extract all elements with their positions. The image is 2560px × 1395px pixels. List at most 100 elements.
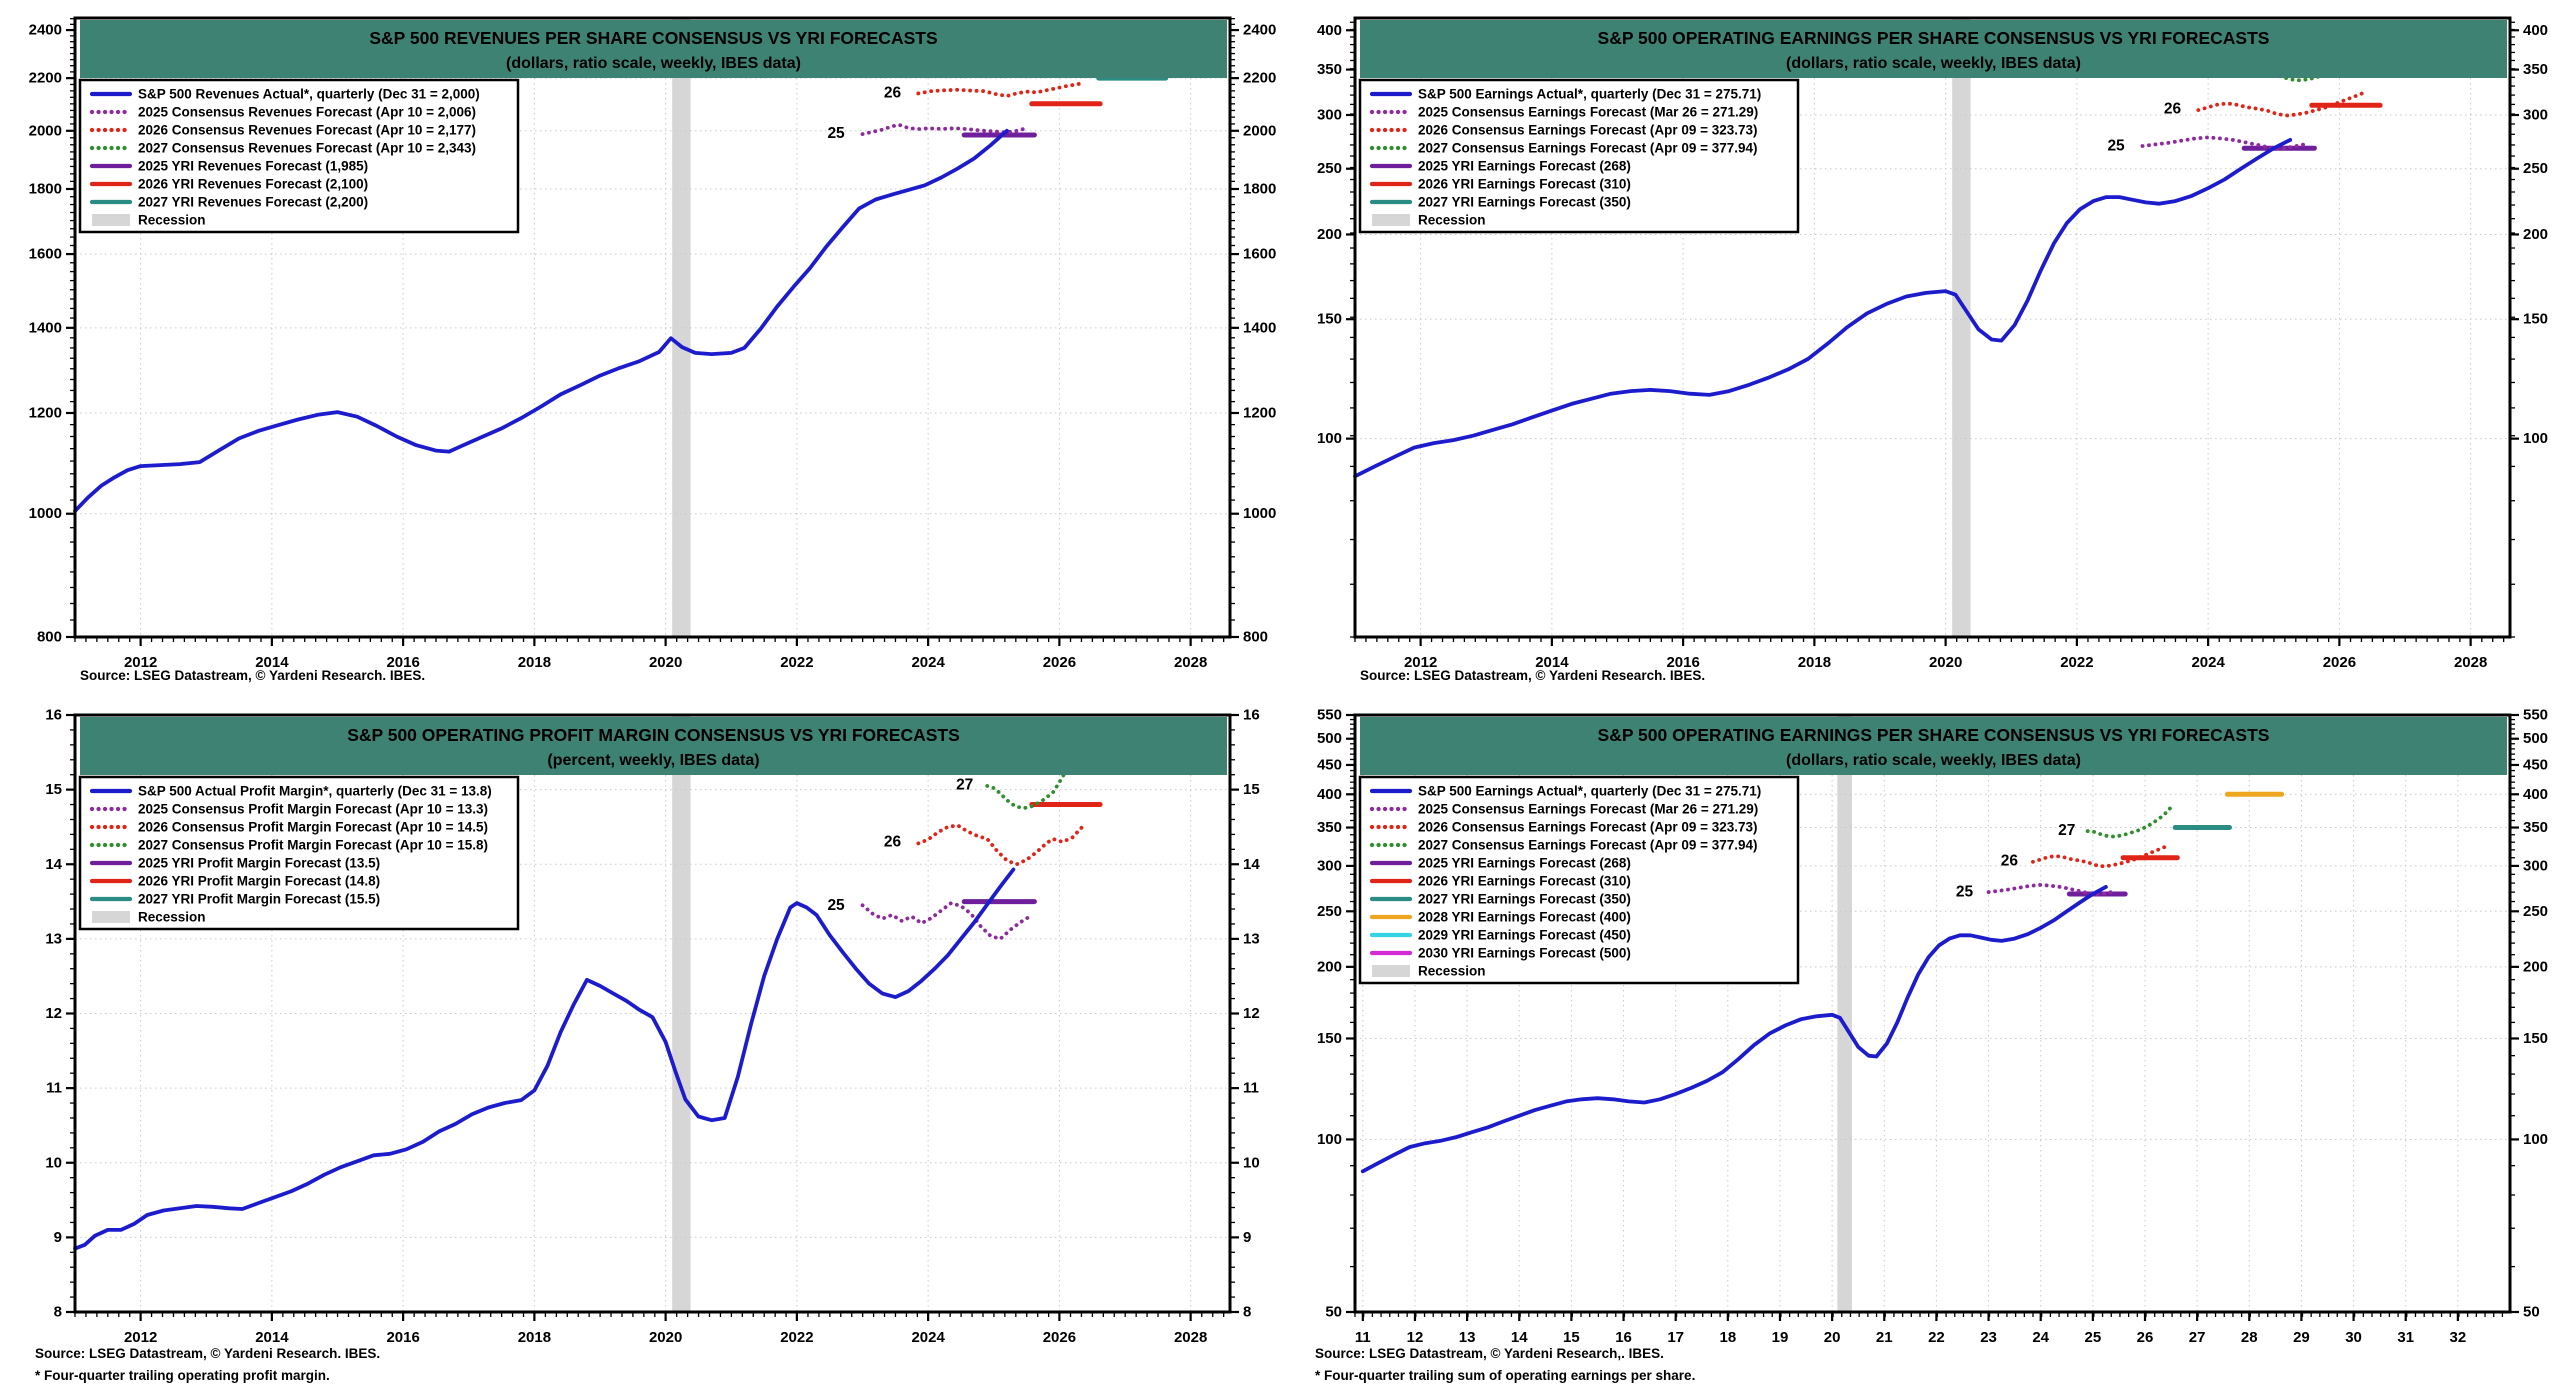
series-consensus-2025: [860, 901, 1032, 941]
year-annotation: 26: [2001, 852, 2019, 869]
y-tick-label-right: 400: [2523, 786, 2548, 803]
chart-footer-line: * Four-quarter trailing sum of operating…: [1315, 1368, 1695, 1383]
legend-label: 2025 YRI Earnings Forecast (268): [1418, 159, 1631, 174]
x-tick-label: 2022: [2060, 654, 2093, 671]
x-tick-label: 32: [2450, 1329, 2467, 1346]
year-annotation: 26: [2164, 101, 2182, 118]
y-tick-label-right: 150: [2523, 1030, 2548, 1047]
y-tick-label-left: 250: [1317, 903, 1342, 920]
chart-footer-line: Source: LSEG Datastream, © Yardeni Resea…: [1315, 1346, 1664, 1361]
y-tick-label-right: 500: [2523, 730, 2548, 747]
x-tick-label: 12: [1407, 1329, 1424, 1346]
x-tick-label: 2016: [1666, 654, 1699, 671]
x-tick-label: 2020: [1929, 654, 1962, 671]
legend-label: S&P 500 Actual Profit Margin*, quarterly…: [138, 784, 492, 799]
legend-label: 2025 Consensus Earnings Forecast (Mar 26…: [1418, 802, 1758, 817]
y-tick-label-left: 200: [1317, 958, 1342, 975]
y-tick-label-right: 2000: [1243, 122, 1276, 139]
y-tick-label-left: 100: [1317, 1131, 1342, 1148]
y-tick-label-right: 1400: [1243, 319, 1276, 336]
chart-footer-line: Source: LSEG Datastream, © Yardeni Resea…: [35, 1346, 380, 1361]
y-tick-label-left: 12: [45, 1005, 62, 1022]
y-tick-label-right: 200: [2523, 226, 2548, 243]
legend-label: 2027 YRI Revenues Forecast (2,200): [138, 195, 368, 210]
y-tick-label-right: 100: [2523, 1131, 2548, 1148]
y-tick-label-right: 9: [1243, 1229, 1251, 1246]
legend-label: 2027 YRI Profit Margin Forecast (15.5): [138, 892, 380, 907]
chart-footer-line: Source: LSEG Datastream, © Yardeni Resea…: [80, 668, 425, 683]
y-tick-label-right: 250: [2523, 903, 2548, 920]
y-tick-label-left: 50: [1325, 1304, 1342, 1321]
y-tick-label-right: 1000: [1243, 505, 1276, 522]
y-tick-label-left: 350: [1317, 819, 1342, 836]
x-tick-label: 2026: [1043, 654, 1076, 671]
legend-swatch-recession: [1372, 965, 1410, 977]
legend-label: 2025 YRI Profit Margin Forecast (13.5): [138, 856, 380, 871]
x-tick-label: 2028: [1174, 654, 1207, 671]
y-tick-label-right: 550: [2523, 707, 2548, 724]
legend-label: 2026 YRI Earnings Forecast (310): [1418, 177, 1631, 192]
x-tick-label: 2018: [518, 654, 551, 671]
y-tick-label-left: 400: [1317, 786, 1342, 803]
y-tick-label-right: 1800: [1243, 180, 1276, 197]
legend-label: 2025 Consensus Earnings Forecast (Mar 26…: [1418, 105, 1758, 120]
legend-box: [78, 775, 520, 931]
x-tick-label: 2014: [1535, 654, 1569, 671]
legend-label: 2030 YRI Earnings Forecast (500): [1418, 946, 1631, 961]
legend-label: 2027 Consensus Profit Margin Forecast (A…: [138, 838, 488, 853]
chart-title: S&P 500 OPERATING EARNINGS PER SHARE CON…: [1598, 28, 2270, 48]
legend-label: S&P 500 Earnings Actual*, quarterly (Dec…: [1418, 784, 1761, 799]
y-tick-label-right: 250: [2523, 160, 2548, 177]
x-tick-label: 23: [1980, 1329, 1997, 1346]
legend-box: [78, 78, 520, 234]
y-tick-label-left: 500: [1317, 730, 1342, 747]
y-tick-label-right: 400: [2523, 22, 2548, 39]
y-tick-label-left: 450: [1317, 756, 1342, 773]
y-tick-label-left: 300: [1317, 857, 1342, 874]
x-tick-label: 2012: [124, 654, 157, 671]
chart-title: S&P 500 OPERATING EARNINGS PER SHARE CON…: [1598, 725, 2270, 745]
chart-title: S&P 500 OPERATING PROFIT MARGIN CONSENSU…: [347, 725, 960, 745]
y-tick-label-left: 1200: [29, 404, 62, 421]
x-tick-label: 19: [1772, 1329, 1789, 1346]
y-tick-label-right: 12: [1243, 1005, 1260, 1022]
y-tick-label-right: 800: [1243, 629, 1268, 646]
plot-frame: [1353, 713, 2512, 1314]
y-tick-label-right: 2400: [1243, 22, 1276, 39]
y-tick-label-right: 100: [2523, 430, 2548, 447]
y-tick-label-right: 16: [1243, 707, 1260, 724]
legend-label: 2025 YRI Earnings Forecast (268): [1418, 856, 1631, 871]
y-tick-label-left: 550: [1317, 707, 1342, 724]
x-tick-label: 2020: [649, 1329, 682, 1346]
chart-panel-earnings-long-term: 25 26 27 S&P 500 OPERATING EARNINGS PER SHA…: [1280, 697, 2560, 1395]
y-tick-label-left: 150: [1317, 311, 1342, 328]
series-consensus-2026: [916, 82, 1081, 98]
y-tick-label-left: 250: [1317, 160, 1342, 177]
chart-footer-line: * Four-quarter trailing operating profit…: [35, 1368, 330, 1383]
series-actual: [1360, 885, 2108, 1174]
x-tick-label: 28: [2241, 1329, 2258, 1346]
year-annotation: 25: [2107, 138, 2125, 155]
series-consensus-2025: [860, 122, 1026, 136]
x-tick-label: 22: [1928, 1329, 1945, 1346]
x-tick-label: 2014: [255, 654, 289, 671]
legend-label: S&P 500 Revenues Actual*, quarterly (Dec…: [138, 87, 480, 102]
legend-swatch-recession: [92, 214, 130, 226]
x-tick-label: 18: [1719, 1329, 1736, 1346]
y-tick-label-right: 13: [1243, 930, 1260, 947]
legend-label: Recession: [1418, 213, 1486, 228]
y-tick-label-right: 350: [2523, 61, 2548, 78]
y-tick-label-left: 100: [1317, 430, 1342, 447]
x-tick-label: 2016: [386, 1329, 419, 1346]
y-tick-label-left: 1800: [29, 180, 62, 197]
y-tick-label-right: 11: [1243, 1080, 1259, 1097]
x-tick-label: 31: [2397, 1329, 2414, 1346]
x-tick-label: 2026: [2323, 654, 2356, 671]
y-tick-label-left: 150: [1317, 1030, 1342, 1047]
x-tick-label: 21: [1876, 1329, 1893, 1346]
legend-label: Recession: [138, 213, 206, 228]
x-tick-label: 2028: [2454, 654, 2487, 671]
